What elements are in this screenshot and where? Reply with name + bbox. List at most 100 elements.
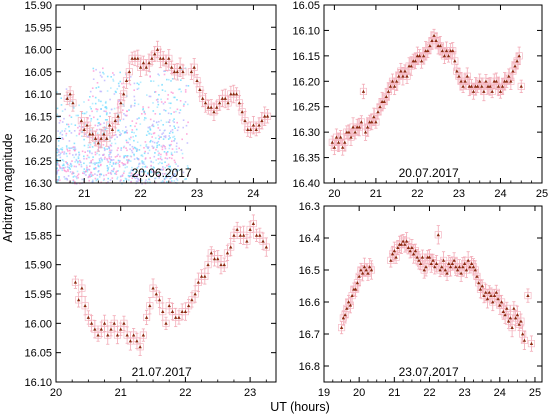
data-point <box>264 245 268 249</box>
noise-dot <box>171 157 173 160</box>
data-point-box <box>453 67 461 75</box>
data-point <box>434 38 438 42</box>
data-point <box>417 54 422 58</box>
noise-dot <box>66 123 68 126</box>
noise-dot <box>65 152 68 155</box>
noise-dot <box>100 181 102 184</box>
noise-dot <box>56 164 58 166</box>
noise-dot <box>174 161 176 164</box>
data-point-box <box>136 343 144 351</box>
noise-dot <box>149 118 152 121</box>
data-point <box>507 74 511 78</box>
data-point-box <box>524 292 532 300</box>
noise-dot <box>112 163 115 165</box>
data-point <box>378 105 382 109</box>
noise-dot <box>130 104 132 107</box>
noise-dot <box>186 133 188 135</box>
data-point <box>164 321 168 325</box>
data-point-box <box>179 68 187 76</box>
data-points <box>73 221 268 349</box>
x-tick-label: 21 <box>388 387 400 399</box>
noise-dot <box>125 131 127 134</box>
data-point <box>362 265 367 269</box>
noise-dot <box>115 161 117 164</box>
noise-dot <box>66 166 69 168</box>
noise-dot <box>57 140 60 142</box>
noise-dot <box>165 176 168 179</box>
noise-dot <box>132 173 135 176</box>
data-point <box>351 125 355 129</box>
data-point <box>144 315 149 319</box>
x-tick-label: 22 <box>423 387 435 399</box>
noise-dot <box>152 110 155 112</box>
noise-dot <box>83 112 85 115</box>
noise-dot <box>142 161 145 163</box>
data-point <box>422 268 426 272</box>
data-point <box>392 84 397 88</box>
noise-dot <box>99 173 101 176</box>
noise-dot <box>114 172 116 175</box>
data-point <box>82 127 86 131</box>
noise-dot <box>109 151 112 154</box>
data-point-box <box>100 319 109 327</box>
noise-dot <box>108 154 110 156</box>
noise-dot <box>107 181 109 183</box>
noise-dot <box>164 175 167 178</box>
noise-dot <box>144 166 146 168</box>
noise-dot <box>56 171 58 173</box>
noise-dot <box>59 116 61 118</box>
noise-dot <box>85 174 87 176</box>
noise-dot <box>156 146 158 149</box>
data-point <box>251 221 256 225</box>
noise-dot <box>70 132 73 134</box>
data-point <box>453 59 457 63</box>
noise-dot <box>128 172 130 174</box>
data-point <box>153 52 157 56</box>
data-point <box>195 78 199 83</box>
noise-dot <box>109 112 111 114</box>
noise-dot <box>170 102 172 105</box>
noise-dot <box>107 177 109 180</box>
data-point <box>370 120 374 124</box>
data-point <box>229 92 233 96</box>
data-point <box>89 321 94 325</box>
noise-dot <box>56 154 59 157</box>
noise-dot <box>164 101 166 103</box>
noise-dot <box>124 163 126 165</box>
noise-dot <box>171 154 174 156</box>
noise-dot <box>173 135 176 138</box>
noise-dot <box>71 160 73 162</box>
noise-dot <box>129 138 131 141</box>
noise-dot <box>123 156 125 159</box>
noise-dot <box>184 178 186 181</box>
data-point-box <box>347 133 355 141</box>
data-point <box>469 84 474 88</box>
data-point-box <box>103 134 111 143</box>
noise-dot <box>87 99 90 101</box>
noise-dot <box>102 67 104 70</box>
noise-dot <box>103 131 106 134</box>
noise-dot <box>174 96 176 99</box>
noise-dot <box>121 82 123 85</box>
noise-dot <box>181 138 183 141</box>
data-point-box <box>455 72 463 80</box>
noise-dot <box>147 106 150 109</box>
data-point <box>353 130 357 134</box>
data-point <box>196 280 201 284</box>
noise-dot <box>103 79 106 82</box>
data-point <box>141 61 146 65</box>
noise-dot <box>164 129 166 132</box>
noise-dot <box>105 110 107 113</box>
noise-dot <box>57 130 59 132</box>
noise-dot <box>71 100 73 102</box>
noise-dot <box>136 82 139 85</box>
noise-dot <box>58 176 60 178</box>
noise-dot <box>168 147 171 150</box>
noise-dot <box>173 174 176 177</box>
noise-dot <box>136 177 138 179</box>
data-point-box <box>367 266 376 274</box>
noise-dot <box>91 146 94 148</box>
data-point <box>457 74 461 78</box>
noise-dot <box>133 131 135 134</box>
noise-dot <box>85 111 88 113</box>
